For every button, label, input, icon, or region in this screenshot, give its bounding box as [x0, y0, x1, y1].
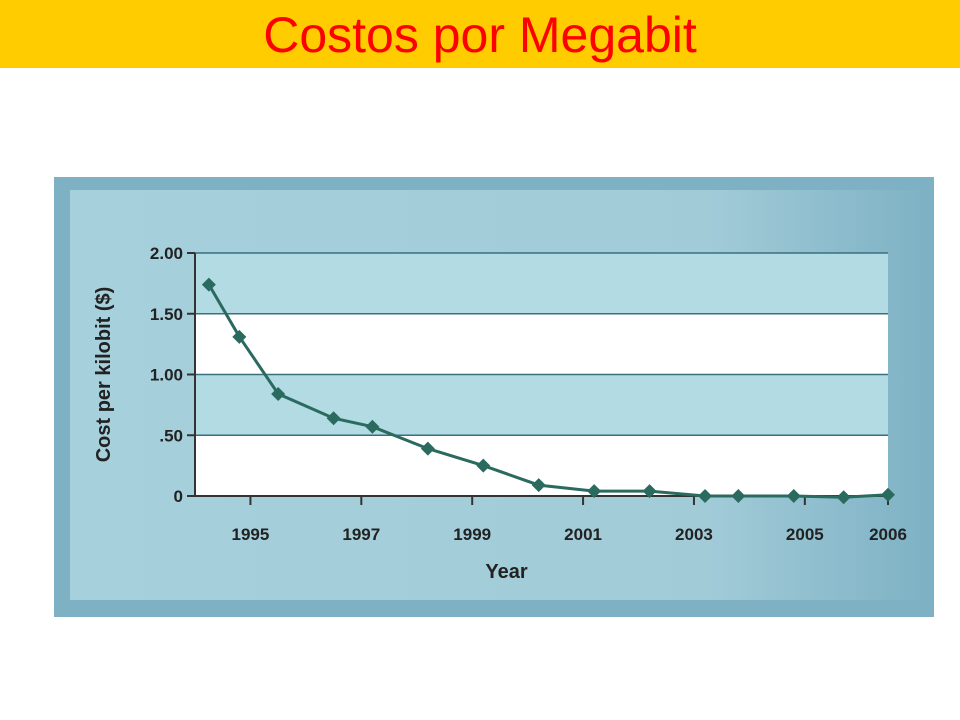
data-point-marker [531, 478, 546, 493]
data-point-marker [731, 489, 746, 503]
data-point-marker [420, 441, 435, 456]
data-point-marker [476, 458, 491, 473]
grid-band [195, 313, 888, 375]
y-tick-label: 0 [174, 487, 183, 506]
data-point-marker [587, 484, 602, 499]
data-point-marker [786, 489, 801, 503]
x-tick-label: 2005 [786, 525, 824, 544]
x-tick-label: 2006 [869, 525, 907, 544]
grid-band [195, 253, 888, 314]
x-tick-label: 2001 [564, 525, 602, 544]
data-point-marker [836, 490, 851, 505]
page-title: Costos por Megabit [263, 7, 697, 63]
series-markers [201, 277, 895, 505]
x-tick-labels: 1995 1997 1999 2001 2003 2005 2006 [232, 525, 907, 544]
y-tick-label: 2.00 [150, 244, 183, 263]
x-tick-label: 1999 [453, 525, 491, 544]
grid-bands [195, 252, 888, 497]
data-point-marker [271, 386, 286, 401]
y-axis-label: Cost per kilobit ($) [93, 287, 115, 463]
data-point-marker [881, 487, 895, 502]
y-tick-label: .50 [159, 426, 183, 445]
data-point-marker [698, 489, 713, 503]
y-tick-label: 1.50 [150, 305, 183, 324]
data-point-marker [326, 411, 341, 426]
x-axis-label: Year [485, 561, 527, 583]
y-tick-labels: 2.00 1.50 1.00 .50 0 [150, 244, 183, 506]
x-tick-label: 1995 [232, 525, 270, 544]
x-tick-label: 1997 [342, 525, 380, 544]
grid-band [195, 374, 888, 436]
y-tick-label: 1.00 [150, 366, 183, 385]
data-point-marker [201, 277, 216, 292]
title-bar [0, 0, 960, 68]
data-point-marker [365, 419, 380, 434]
x-tick-label: 2003 [675, 525, 713, 544]
data-point-marker [642, 484, 657, 499]
data-point-marker [232, 329, 247, 344]
